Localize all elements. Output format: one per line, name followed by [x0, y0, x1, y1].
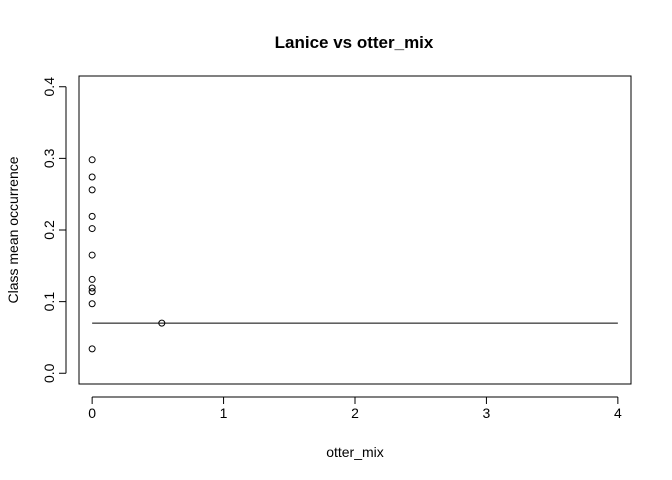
data-point [88, 300, 96, 308]
x-tick-label: 1 [220, 405, 228, 421]
x-axis-label: otter_mix [326, 444, 384, 460]
data-point [88, 345, 96, 353]
data-point [88, 275, 96, 283]
plot-frame [78, 75, 632, 385]
x-axis: 0 1 2 3 4 [88, 396, 622, 421]
data-point [88, 156, 96, 164]
data-point [88, 173, 96, 181]
x-tick-label: 2 [351, 405, 359, 421]
y-tick-label: 0.1 [41, 292, 57, 312]
data-point [88, 284, 96, 292]
data-point [158, 319, 166, 327]
x-tick-label: 0 [88, 405, 96, 421]
y-axis-label: Class mean occurrence [5, 156, 21, 303]
y-axis: 0.0 0.1 0.2 0.3 0.4 [41, 77, 67, 383]
y-tick-label: 0.2 [41, 220, 57, 240]
data-point [88, 251, 96, 259]
y-tick-label: 0.3 [41, 148, 57, 168]
y-tick-label: 0.4 [41, 77, 57, 97]
chart-title: Lanice vs otter_mix [275, 33, 434, 52]
plot-marks [88, 156, 618, 353]
x-tick-label: 4 [614, 405, 622, 421]
y-tick-label: 0.0 [41, 363, 57, 383]
data-point [88, 225, 96, 233]
x-tick-label: 3 [483, 405, 491, 421]
data-point [88, 186, 96, 194]
data-point [88, 212, 96, 220]
data-point [88, 288, 96, 296]
